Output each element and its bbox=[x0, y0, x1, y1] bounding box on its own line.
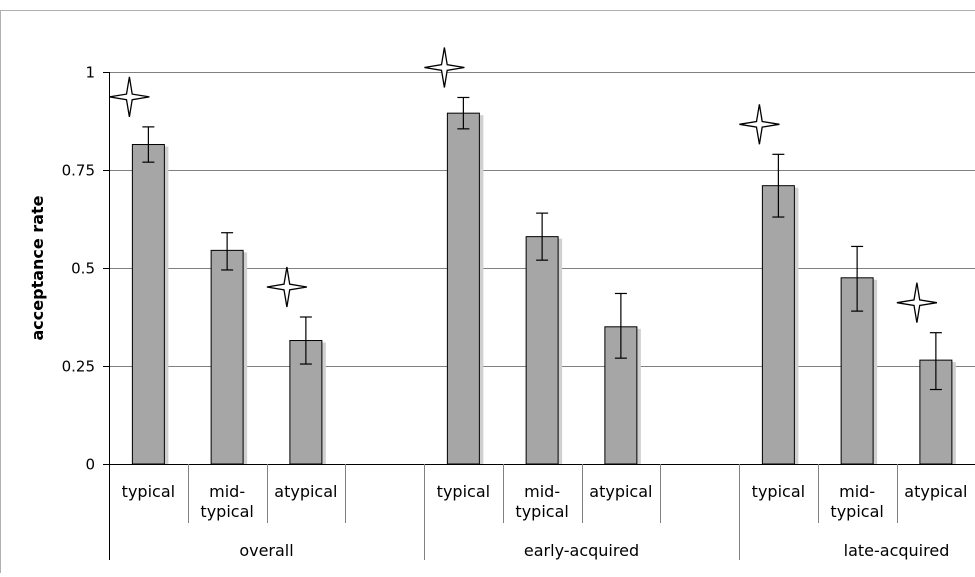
group-label: overall bbox=[239, 541, 293, 560]
group-label: late-acquired bbox=[844, 541, 950, 560]
y-tick-label: 0.25 bbox=[62, 358, 95, 376]
bar bbox=[210, 249, 244, 465]
significance-stars bbox=[109, 47, 938, 323]
group-label: early-acquired bbox=[524, 541, 639, 560]
y-tick-label: 0.5 bbox=[71, 260, 95, 278]
y-tick-label: 0.75 bbox=[62, 162, 95, 180]
bar bbox=[131, 144, 165, 465]
significance-star bbox=[109, 76, 150, 118]
bar bbox=[761, 185, 795, 465]
bar bbox=[525, 236, 559, 465]
significance-star bbox=[266, 266, 308, 308]
category-label: mid-typical bbox=[515, 482, 568, 521]
bar bbox=[446, 112, 480, 465]
y-tick-label: 0 bbox=[85, 456, 95, 474]
y-axis-label: acceptance rate bbox=[28, 195, 47, 340]
category-label: mid-typical bbox=[830, 482, 883, 521]
axes: 0 0.25 0.5 0.75 1 typical mid-typical atypical o… bbox=[62, 64, 975, 560]
category-label: atypical bbox=[589, 482, 652, 501]
category-label: typical bbox=[437, 482, 490, 501]
significance-star bbox=[896, 282, 938, 323]
significance-star bbox=[739, 104, 780, 145]
significance-star bbox=[424, 47, 465, 88]
category-label: atypical bbox=[274, 482, 337, 501]
category-label: typical bbox=[752, 482, 805, 501]
y-tick-label: 1 bbox=[85, 64, 95, 82]
category-label: atypical bbox=[904, 482, 967, 501]
bars bbox=[131, 96, 956, 465]
category-label: typical bbox=[122, 482, 175, 501]
category-label: mid-typical bbox=[200, 482, 253, 521]
